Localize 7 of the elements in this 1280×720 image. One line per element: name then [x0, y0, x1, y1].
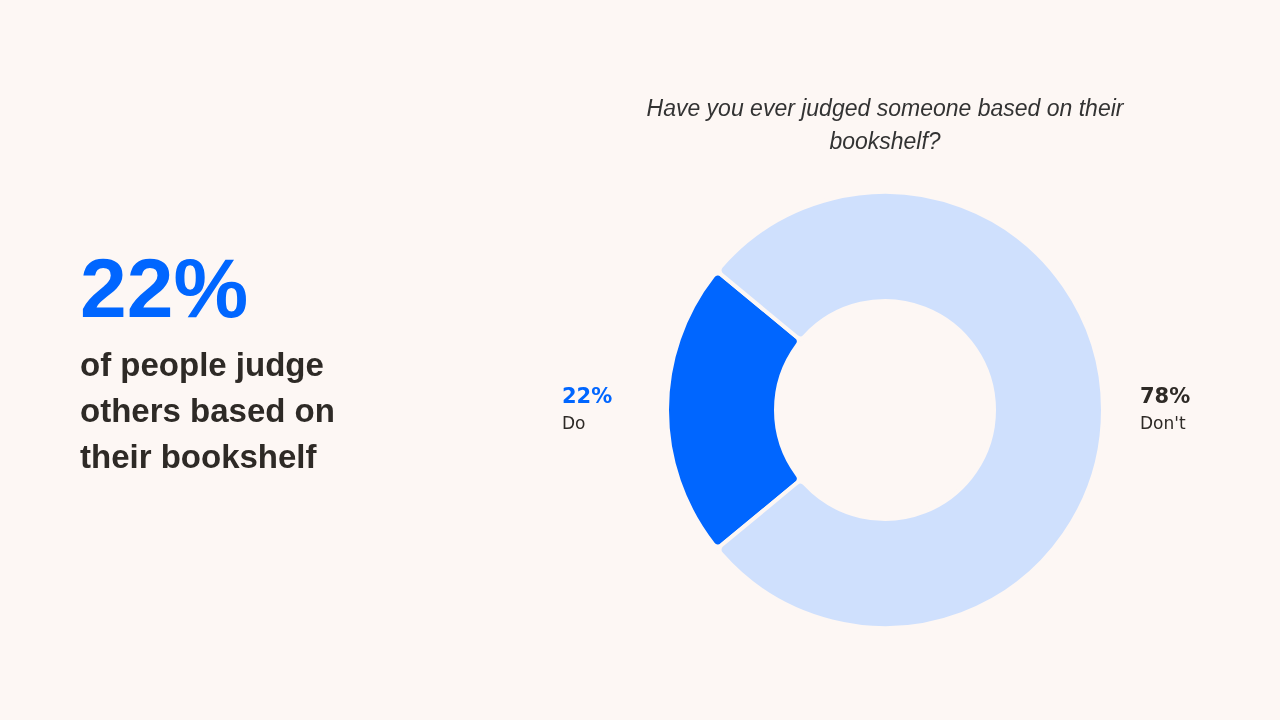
text: of people judge others based on their bookshelf: [80, 345, 336, 477]
text: 22%: [80, 240, 249, 337]
data-label: 78%: [1140, 384, 1191, 409]
slice-label: Do: [562, 413, 586, 434]
slice-label: Don't: [1140, 413, 1186, 434]
chart-title: Have you ever judged someone based on their bookshelf?: [645, 94, 1125, 156]
data-label: 22%: [562, 384, 613, 409]
